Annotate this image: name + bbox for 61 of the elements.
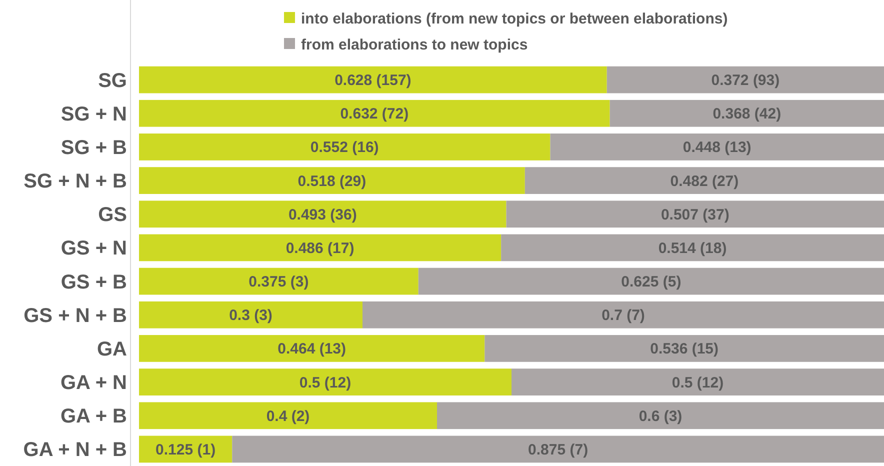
data-label: 0.3 (3) — [229, 307, 272, 324]
bar — [139, 200, 506, 228]
bar — [139, 402, 437, 430]
y-tick-label: SG + B — [60, 136, 127, 159]
data-label: 0.368 (42) — [712, 106, 782, 123]
bar — [506, 200, 884, 228]
bar — [139, 100, 610, 127]
data-label: 0.482 (27) — [670, 172, 739, 190]
y-tick-label: SG — [98, 70, 127, 92]
bar — [232, 436, 884, 463]
bar — [139, 368, 512, 396]
data-label: 0.5 (12) — [672, 374, 724, 392]
data-label: 0.536 (15) — [650, 340, 719, 358]
data-label: 0.518 (29) — [298, 172, 366, 190]
data-label: 0.464 (13) — [278, 340, 346, 358]
y-tick-label: GS — [98, 204, 127, 226]
bar — [484, 335, 884, 362]
bar — [139, 335, 485, 362]
data-label: 0.514 (18) — [658, 240, 727, 257]
bar — [610, 100, 884, 127]
data-label: 0.507 (37) — [660, 206, 730, 224]
data-label: 0.628 (157) — [334, 72, 412, 90]
bar — [606, 66, 884, 94]
data-label: 0.6 (3) — [638, 408, 682, 425]
data-label: 0.4 (2) — [266, 408, 310, 425]
data-label: 0.125 (1) — [156, 441, 216, 458]
bar — [437, 402, 884, 430]
y-tick-label: GA + N — [60, 372, 127, 394]
data-label: 0.448 (13) — [682, 139, 752, 156]
bar — [139, 167, 525, 194]
bar — [512, 368, 884, 396]
legend-label: into elaborations (from new topics or between elaborations) — [301, 10, 728, 28]
bar — [362, 301, 884, 328]
legend-label: from elaborations to new topics — [301, 36, 528, 54]
data-label: 0.493 (36) — [288, 206, 357, 224]
data-label: 0.375 (3) — [248, 274, 309, 291]
bar — [418, 268, 884, 295]
data-label: 0.875 (7) — [528, 441, 588, 458]
bar — [501, 234, 884, 262]
y-tick-label: GS + N — [60, 238, 127, 260]
data-label: 0.625 (5) — [621, 274, 682, 291]
bar — [139, 268, 418, 295]
bar — [550, 134, 884, 160]
data-label: 0.632 (72) — [340, 106, 409, 123]
bar — [139, 134, 550, 160]
data-label: 0.372 (93) — [711, 72, 780, 90]
y-tick-label: GA — [97, 338, 127, 360]
y-tick-label: GA + N + B — [23, 439, 127, 462]
y-tick-label: GS + N + B — [24, 304, 127, 327]
y-tick-label: SG + N + B — [24, 170, 127, 193]
y-tick-label: GS + B — [60, 271, 127, 294]
bar — [139, 301, 362, 328]
y-tick-label: GA + B — [60, 406, 127, 428]
bar — [139, 66, 607, 94]
data-label: 0.7 (7) — [602, 307, 645, 324]
bar — [524, 167, 884, 194]
y-tick-label: SG + N — [60, 103, 127, 126]
data-label: 0.552 (16) — [310, 139, 379, 156]
data-label: 0.486 (17) — [286, 240, 354, 257]
data-label: 0.5 (12) — [299, 374, 352, 392]
bar — [139, 234, 502, 262]
